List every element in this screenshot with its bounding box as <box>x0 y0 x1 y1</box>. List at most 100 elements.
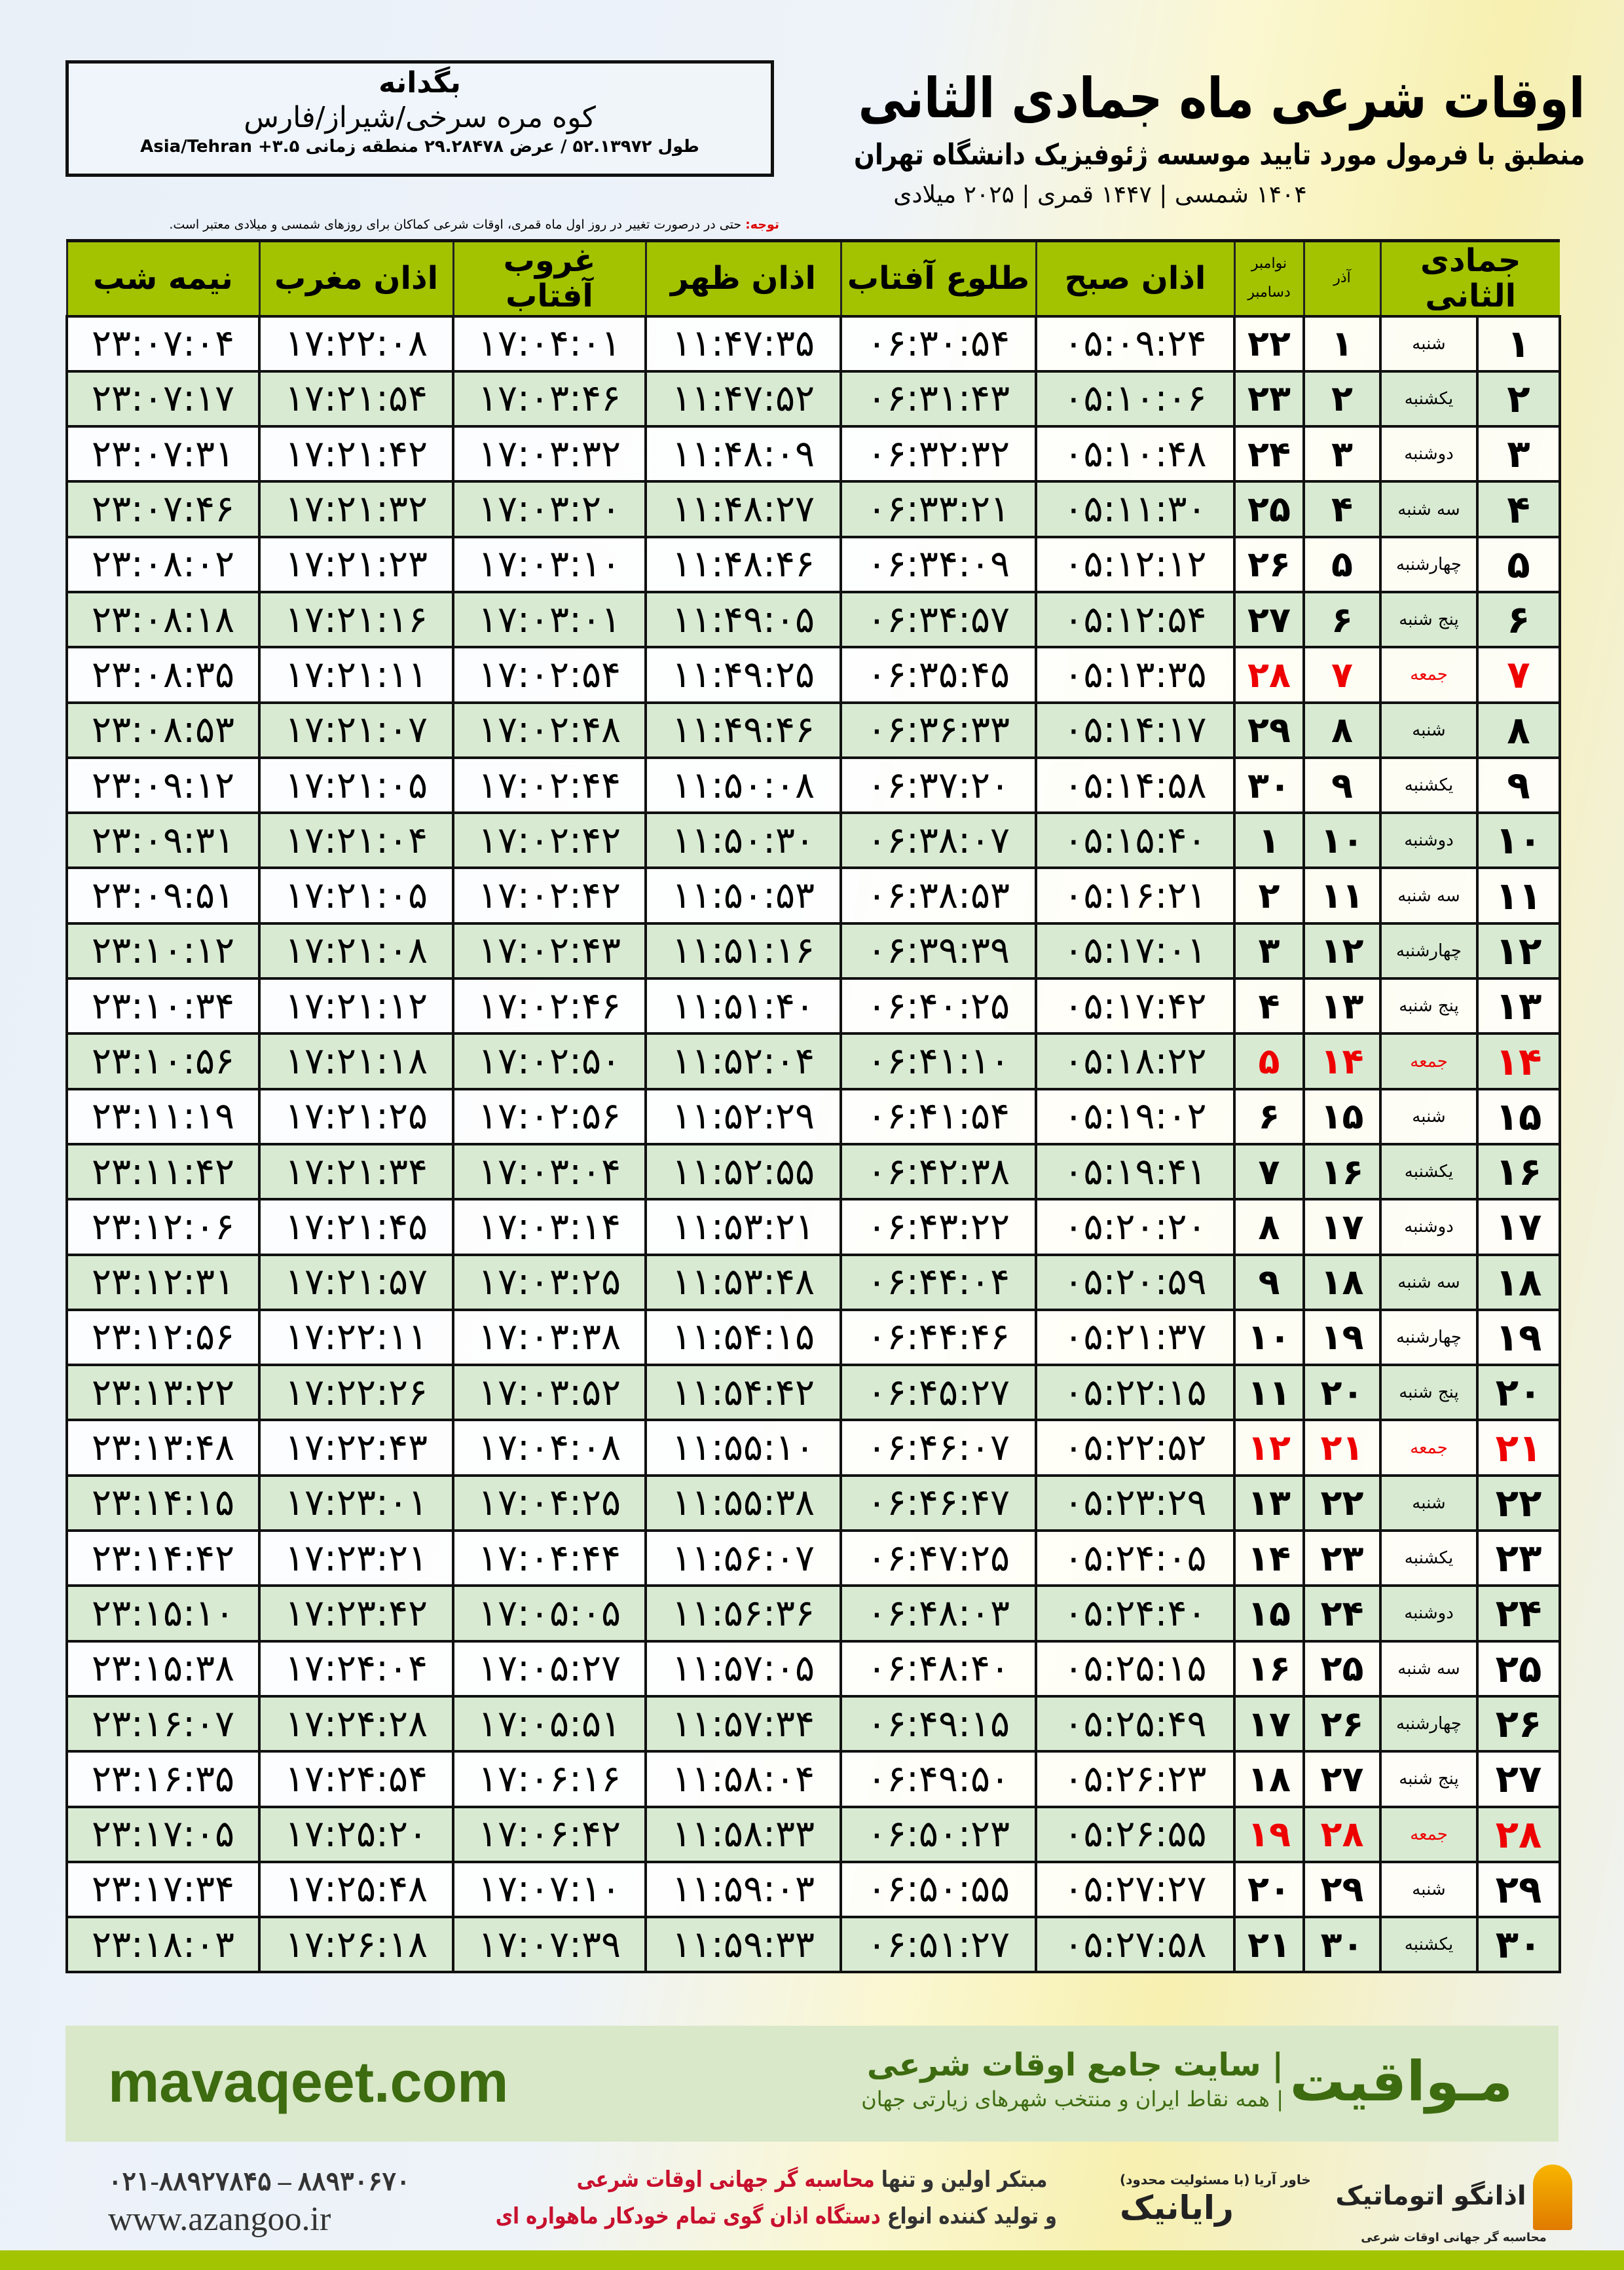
cell-weekday: پنج شنبه <box>1379 590 1479 649</box>
cell-midnight: ۲۳:۱۶:۰۷ <box>65 1694 261 1753</box>
cell-weekday: دوشنبه <box>1379 1584 1479 1643</box>
cell-gregorian-day: ۸ <box>1233 1198 1305 1256</box>
col-fajr: اذان صبح <box>1035 239 1234 316</box>
cell-hijri-day: ۳۰ <box>1476 1916 1561 1974</box>
cell-dhuhr: ۱۱:۵۲:۲۹ <box>644 1087 842 1145</box>
slogan-sub: | همه نقاط ایران و منتخب شهرهای زیارتی ج… <box>861 2087 1283 2112</box>
table-row: ۲۹ شنبه ۲۹ ۲۰ ۰۵:۲۷:۲۷ ۰۶:۵۰:۵۵ ۱۱:۵۹:۰۳ ۱۷:۰۷:… <box>65 1860 1561 1919</box>
cell-azar-day: ۲۴ <box>1302 1584 1382 1643</box>
col-azar: آذر <box>1302 239 1380 316</box>
cell-fajr: ۰۵:۱۹:۰۲ <box>1035 1087 1236 1145</box>
cell-gregorian-day: ۲۲ <box>1233 314 1305 373</box>
cell-midnight: ۲۳:۱۲:۳۱ <box>65 1253 261 1311</box>
cell-midnight: ۲۳:۱۰:۵۶ <box>65 1032 261 1090</box>
cell-sunset: ۱۷:۰۲:۴۲ <box>452 866 647 925</box>
cell-gregorian-day: ۲۰ <box>1233 1860 1305 1919</box>
cell-sunset: ۱۷:۰۳:۰۱ <box>452 590 647 649</box>
cell-hijri-day: ۲۵ <box>1476 1639 1561 1698</box>
cell-maghrib: ۱۷:۲۲:۲۶ <box>258 1364 454 1422</box>
cell-sunrise: ۰۶:۵۰:۲۳ <box>840 1805 1037 1863</box>
cell-dhuhr: ۱۱:۵۱:۴۰ <box>644 977 842 1035</box>
cell-maghrib: ۱۷:۲۲:۱۱ <box>258 1308 454 1367</box>
cell-sunset: ۱۷:۰۴:۴۴ <box>452 1529 647 1588</box>
cell-dhuhr: ۱۱:۴۹:۲۵ <box>644 646 842 704</box>
cell-maghrib: ۱۷:۲۱:۰۵ <box>258 756 454 815</box>
cell-dhuhr: ۱۱:۵۹:۳۳ <box>644 1916 842 1974</box>
cell-weekday: شنبه <box>1379 701 1479 759</box>
cell-sunrise: ۰۶:۳۶:۳۳ <box>840 701 1037 759</box>
cell-sunrise: ۰۶:۴۲:۳۸ <box>840 1142 1037 1201</box>
cell-midnight: ۲۳:۱۴:۱۵ <box>65 1474 261 1533</box>
cell-sunrise: ۰۶:۳۲:۳۲ <box>840 425 1037 483</box>
cell-azar-day: ۳۰ <box>1302 1916 1382 1974</box>
cell-hijri-day: ۲۰ <box>1476 1364 1561 1422</box>
cell-hijri-day: ۴ <box>1476 480 1561 538</box>
cell-fajr: ۰۵:۲۰:۵۹ <box>1035 1253 1236 1311</box>
cell-midnight: ۲۳:۱۸:۰۳ <box>65 1916 261 1974</box>
cell-sunrise: ۰۶:۴۹:۵۰ <box>840 1750 1037 1808</box>
cell-gregorian-day: ۱۷ <box>1233 1694 1305 1753</box>
cell-sunset: ۱۷:۰۵:۲۷ <box>452 1639 647 1698</box>
cell-sunrise: ۰۶:۴۶:۴۷ <box>840 1474 1037 1533</box>
cell-maghrib: ۱۷:۲۱:۵۴ <box>258 369 454 428</box>
table-row: ۲۸ جمعه ۲۸ ۱۹ ۰۵:۲۶:۵۵ ۰۶:۵۰:۲۳ ۱۱:۵۸:۳۳ ۱۷:۰۶:… <box>65 1805 1561 1863</box>
cell-gregorian-day: ۴ <box>1233 977 1305 1035</box>
cell-hijri-day: ۲۲ <box>1476 1474 1561 1533</box>
table-row: ۱۴ جمعه ۱۴ ۵ ۰۵:۱۸:۲۲ ۰۶:۴۱:۱۰ ۱۱:۵۲:۰۴ ۱۷:۰۲:۵… <box>65 1032 1561 1090</box>
cell-azar-day: ۲۵ <box>1302 1639 1382 1698</box>
cell-dhuhr: ۱۱:۵۴:۴۲ <box>644 1364 842 1422</box>
rayanik-logo: خاور آریا (با مسئولیت محدود) رایانیک <box>1120 2171 1311 2227</box>
cell-midnight: ۲۳:۰۷:۰۴ <box>65 314 261 373</box>
cell-dhuhr: ۱۱:۵۵:۳۸ <box>644 1474 842 1533</box>
cell-hijri-day: ۶ <box>1476 590 1561 649</box>
cell-maghrib: ۱۷:۲۱:۱۶ <box>258 590 454 649</box>
cell-sunrise: ۰۶:۴۸:۰۳ <box>840 1584 1037 1643</box>
cell-fajr: ۰۵:۱۴:۵۸ <box>1035 756 1236 815</box>
cell-sunrise: ۰۶:۳۹:۳۹ <box>840 921 1037 980</box>
cell-gregorian-day: ۲۷ <box>1233 590 1305 649</box>
cell-fajr: ۰۵:۲۴:۴۰ <box>1035 1584 1236 1643</box>
cell-fajr: ۰۵:۱۰:۰۶ <box>1035 369 1236 428</box>
table-row: ۸ شنبه ۸ ۲۹ ۰۵:۱۴:۱۷ ۰۶:۳۶:۳۳ ۱۱:۴۹:۴۶ ۱۷:۰۲:۴۸… <box>65 701 1561 759</box>
cell-fajr: ۰۵:۲۷:۲۷ <box>1035 1860 1236 1919</box>
cell-gregorian-day: ۳ <box>1233 921 1305 980</box>
cell-sunrise: ۰۶:۳۸:۰۷ <box>840 811 1037 870</box>
cell-hijri-day: ۲۴ <box>1476 1584 1561 1643</box>
cell-gregorian-day: ۱ <box>1233 811 1305 870</box>
cell-dhuhr: ۱۱:۵۵:۱۰ <box>644 1419 842 1477</box>
cell-gregorian-day: ۲۹ <box>1233 701 1305 759</box>
cell-sunset: ۱۷:۰۷:۳۹ <box>452 1916 647 1974</box>
cell-midnight: ۲۳:۱۶:۳۵ <box>65 1750 261 1808</box>
cell-dhuhr: ۱۱:۴۸:۲۷ <box>644 480 842 538</box>
cell-azar-day: ۵ <box>1302 535 1382 593</box>
location-box: بگدانه کوه مره سرخی/شیراز/فارس طول ۵۲.۱۳… <box>65 60 774 177</box>
site-link[interactable]: mavaqeet.com <box>108 2049 509 2114</box>
cell-weekday: چهارشنبه <box>1379 1694 1479 1753</box>
cell-gregorian-day: ۱۰ <box>1233 1308 1305 1367</box>
rayanik-sub: خاور آریا (با مسئولیت محدود) <box>1120 2172 1311 2187</box>
azangoo-link[interactable]: www.azangoo.ir <box>108 2201 331 2238</box>
cell-azar-day: ۱۰ <box>1302 811 1382 870</box>
cell-azar-day: ۱۱ <box>1302 866 1382 925</box>
cell-sunset: ۱۷:۰۳:۳۲ <box>452 425 647 483</box>
promo-line1-highlight: محاسبه گر جهانی اوقات شرعی <box>576 2167 875 2193</box>
bottom-bar <box>0 2250 1624 2270</box>
cell-weekday: یکشنبه <box>1379 1529 1479 1588</box>
cell-azar-day: ۱۹ <box>1302 1308 1382 1367</box>
cell-weekday: یکشنبه <box>1379 369 1479 428</box>
cell-azar-day: ۷ <box>1302 646 1382 704</box>
cell-hijri-day: ۱۶ <box>1476 1142 1561 1201</box>
cell-fajr: ۰۵:۱۶:۲۱ <box>1035 866 1236 925</box>
col-hijri-day: جمادی الثانی <box>1379 239 1560 316</box>
cell-fajr: ۰۵:۲۲:۵۲ <box>1035 1419 1236 1477</box>
cell-sunset: ۱۷:۰۳:۲۵ <box>452 1253 647 1311</box>
cell-sunset: ۱۷:۰۶:۱۶ <box>452 1750 647 1808</box>
cell-fajr: ۰۵:۲۵:۴۹ <box>1035 1694 1236 1753</box>
table-row: ۱ شنبه ۱ ۲۲ ۰۵:۰۹:۲۴ ۰۶:۳۰:۵۴ ۱۱:۴۷:۳۵ ۱۷:۰۴:۰۱… <box>65 314 1561 373</box>
cell-weekday: پنج شنبه <box>1379 977 1479 1035</box>
cell-azar-day: ۲ <box>1302 369 1382 428</box>
azangoo-logo: اذانگو اتوماتیک محاسبه گر جهانی اوقات شرع… <box>1297 2165 1611 2261</box>
note: توجه: حتی در درصورت تغییر در روز اول ماه… <box>65 216 779 233</box>
cell-midnight: ۲۳:۱۵:۳۸ <box>65 1639 261 1698</box>
col-sunset: غروب آفتاب <box>452 239 646 316</box>
